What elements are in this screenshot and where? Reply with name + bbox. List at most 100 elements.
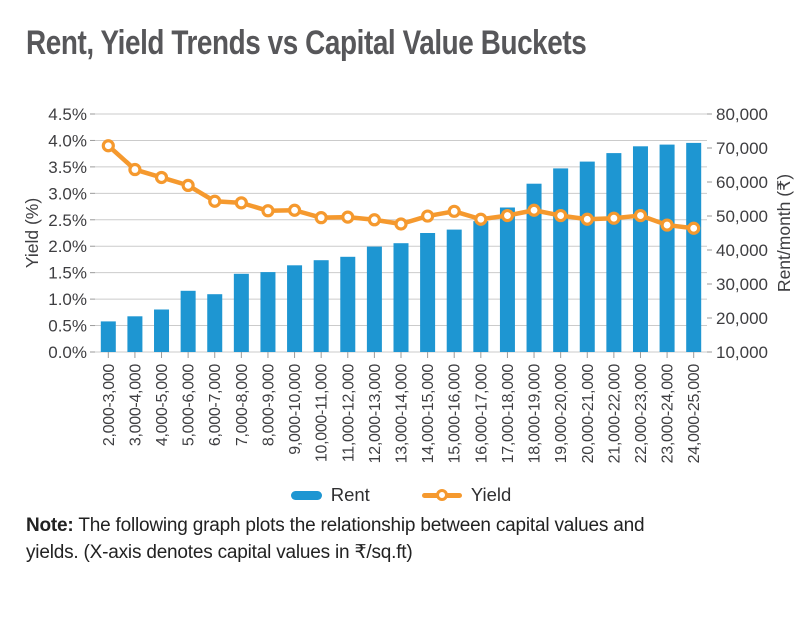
- yield-marker: [660, 218, 674, 232]
- yield-marker: [181, 178, 195, 192]
- yield-marker: [101, 139, 115, 153]
- x-axis-label: 19,000-20,000: [553, 364, 570, 464]
- left-axis-tick-label: 2.0%: [48, 237, 87, 256]
- yield-marker: [261, 204, 275, 218]
- x-axis-label: 24,000-25,000: [686, 364, 703, 464]
- rent-bar: [686, 142, 702, 352]
- note-line1-text: The following graph plots the relationsh…: [78, 515, 645, 536]
- yield-marker: [341, 210, 355, 224]
- left-axis-tick-label: 0.0%: [48, 343, 87, 362]
- x-axis-label: 2,000-3,000: [101, 364, 118, 447]
- rent-bar: [287, 265, 303, 352]
- note: Note: The following graph plots the rela…: [26, 512, 796, 566]
- right-axis-title: Rent/month (₹): [774, 174, 794, 292]
- left-axis-tick-label: 4.5%: [48, 105, 87, 124]
- yield-marker: [128, 162, 142, 177]
- left-axis-tick-label: 3.5%: [48, 158, 87, 177]
- rent-bar: [207, 294, 223, 352]
- legend-item-yield: Yield: [421, 484, 512, 506]
- yield-line-icon: [421, 489, 462, 501]
- yield-marker: [154, 170, 169, 185]
- x-axis-label: 16,000-17,000: [473, 364, 490, 464]
- rent-bar: [313, 260, 329, 352]
- yield-marker: [314, 211, 328, 225]
- rent-bar: [579, 161, 595, 352]
- rent-bar: [127, 316, 143, 352]
- left-axis-tick-label: 3.0%: [48, 184, 87, 203]
- rent-bar: [659, 144, 675, 352]
- left-axis-title: Yield (%): [22, 198, 42, 268]
- chart-title: Rent, Yield Trends vs Capital Value Buck…: [26, 24, 587, 62]
- x-axis-label: 11,000-12,000: [340, 364, 357, 463]
- right-axis-tick-label: 30,000: [716, 275, 768, 294]
- left-axis-tick-label: 1.5%: [48, 264, 87, 283]
- yield-marker: [421, 209, 435, 223]
- x-axis-label: 13,000-14,000: [394, 364, 411, 464]
- rent-bar: [100, 321, 116, 352]
- note-label: Note:: [26, 515, 74, 536]
- rent-bar: [393, 243, 409, 352]
- yield-line: [106, 143, 696, 231]
- yield-marker: [287, 203, 302, 217]
- yield-marker: [367, 213, 381, 227]
- right-axis-tick-label: 40,000: [716, 241, 768, 260]
- x-axis-label: 23,000-24,000: [660, 364, 677, 464]
- x-axis-label: 4,000-5,000: [154, 364, 171, 447]
- rent-bar: [446, 229, 462, 352]
- legend: Rent Yield: [95, 484, 707, 506]
- rent-bar: [553, 168, 569, 352]
- yield-marker: [554, 208, 568, 223]
- yield-marker: [633, 208, 648, 223]
- left-axis-tick-label: 2.5%: [48, 211, 87, 230]
- x-axis-label: 9,000-10,000: [287, 364, 304, 455]
- x-axis-label: 3,000-4,000: [127, 364, 144, 447]
- x-axis-label: 8,000-9,000: [260, 364, 277, 447]
- left-axis-tick-label: 1.0%: [48, 290, 87, 309]
- rent-bar: [260, 272, 276, 352]
- yield-marker: [474, 212, 488, 226]
- rent-bar: [606, 153, 622, 352]
- right-axis-tick-label: 10,000: [716, 343, 768, 362]
- rent-bar: [473, 221, 489, 352]
- x-axis-label: 7,000-8,000: [234, 364, 251, 447]
- rent-bar: [499, 207, 515, 352]
- rent-swatch-icon: [290, 490, 322, 500]
- legend-rent-label: Rent: [330, 484, 370, 505]
- yield-marker: [687, 221, 701, 235]
- x-axis-label: 6,000-7,000: [207, 364, 224, 447]
- yield-marker: [234, 196, 248, 210]
- x-axis-label: 14,000-15,000: [420, 364, 437, 464]
- rent-bar: [526, 183, 542, 352]
- x-axis-label: 5,000-6,000: [181, 364, 198, 447]
- rent-bar: [366, 246, 382, 352]
- right-axis-tick-label: 50,000: [716, 207, 768, 226]
- rent-bar: [632, 146, 648, 352]
- x-axis-label: 17,000-18,000: [500, 364, 517, 464]
- yield-marker: [447, 204, 461, 218]
- left-axis-tick-label: 0.5%: [48, 317, 87, 336]
- x-axis-label: 15,000-16,000: [447, 364, 464, 464]
- rent-bar: [154, 309, 170, 352]
- yield-marker: [580, 212, 594, 226]
- legend-item-rent: Rent: [290, 484, 370, 506]
- rent-bar: [420, 233, 436, 352]
- yield-marker: [527, 203, 541, 217]
- x-axis-label: 20,000-21,000: [580, 364, 597, 464]
- x-axis-label: 10,000-11,000: [314, 364, 331, 463]
- yield-marker: [208, 194, 222, 208]
- yield-marker: [607, 211, 621, 225]
- rent-bar: [180, 290, 196, 352]
- right-axis-tick-label: 70,000: [716, 139, 768, 158]
- yield-marker: [394, 217, 408, 231]
- chart-canvas: 0.0% 0.5% 1.0% 1.5% 2.0% 2.5% 3.0% 3.5% 4.0% 4.5%…: [22, 105, 794, 464]
- x-axis-label: 12,000-13,000: [367, 364, 384, 464]
- x-axis-label: 21,000-22,000: [606, 364, 623, 464]
- legend-yield-label: Yield: [470, 484, 512, 505]
- x-axis-label: 22,000-23,000: [633, 364, 650, 464]
- right-axis-tick-label: 20,000: [716, 309, 768, 328]
- rent-bar: [233, 273, 249, 352]
- rent-bar: [340, 256, 356, 352]
- left-axis-tick-label: 4.0%: [48, 131, 87, 150]
- yield-marker-icon: [435, 489, 448, 501]
